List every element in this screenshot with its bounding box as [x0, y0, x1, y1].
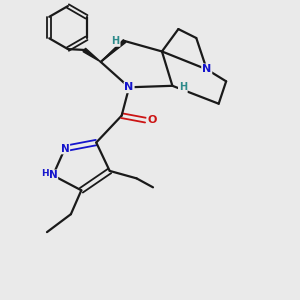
Text: N: N [202, 64, 212, 74]
Polygon shape [83, 48, 101, 62]
Polygon shape [101, 40, 126, 62]
Text: H: H [179, 82, 187, 92]
Text: N: N [61, 143, 69, 154]
Text: N: N [49, 170, 57, 180]
Text: N: N [124, 82, 134, 92]
Text: H: H [112, 36, 120, 46]
Text: H: H [41, 169, 48, 178]
Text: O: O [147, 115, 157, 125]
